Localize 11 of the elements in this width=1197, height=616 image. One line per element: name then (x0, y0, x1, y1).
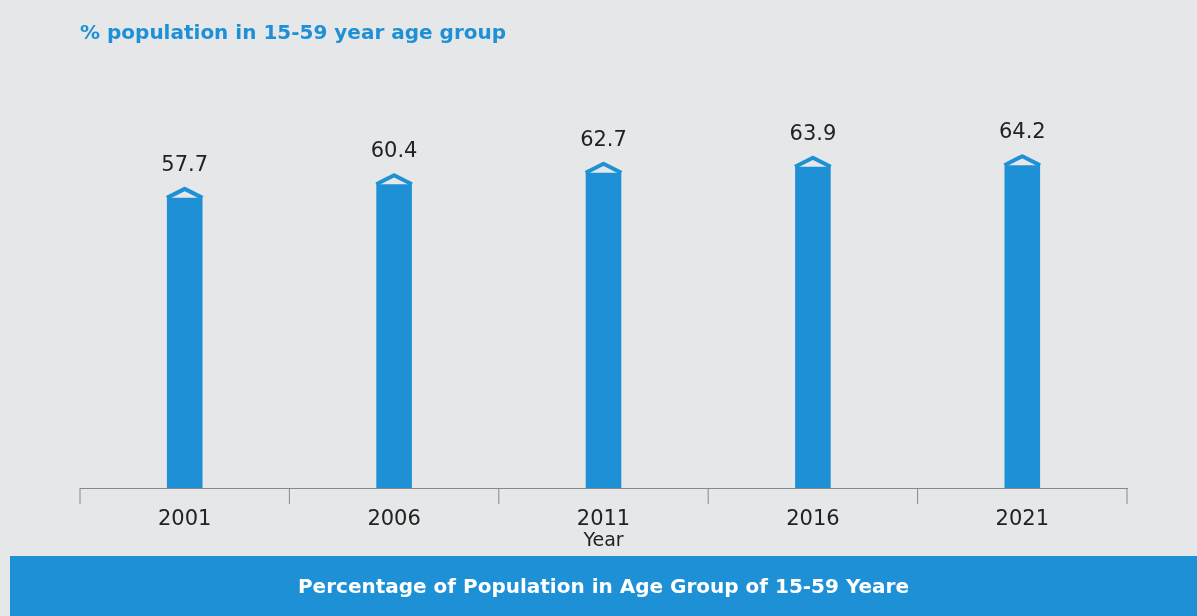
text: Percentage of Population in Age Group of 15-59 Yeare (10, 556, 1197, 616)
chart-title: % population in 15-59 year age group (80, 20, 507, 45)
x-tick-label: 2001 (157, 506, 212, 531)
x-tick-label: 2021 (995, 506, 1050, 531)
data-label: 57.7 (161, 151, 209, 176)
x-tick-label: 2016 (786, 506, 840, 531)
x-tick-label: 2006 (367, 506, 421, 531)
data-label: 64.2 (998, 119, 1046, 144)
data-label: 62.7 (580, 126, 627, 151)
data-label: 63.9 (789, 120, 837, 145)
data-label: 60.4 (370, 138, 418, 163)
